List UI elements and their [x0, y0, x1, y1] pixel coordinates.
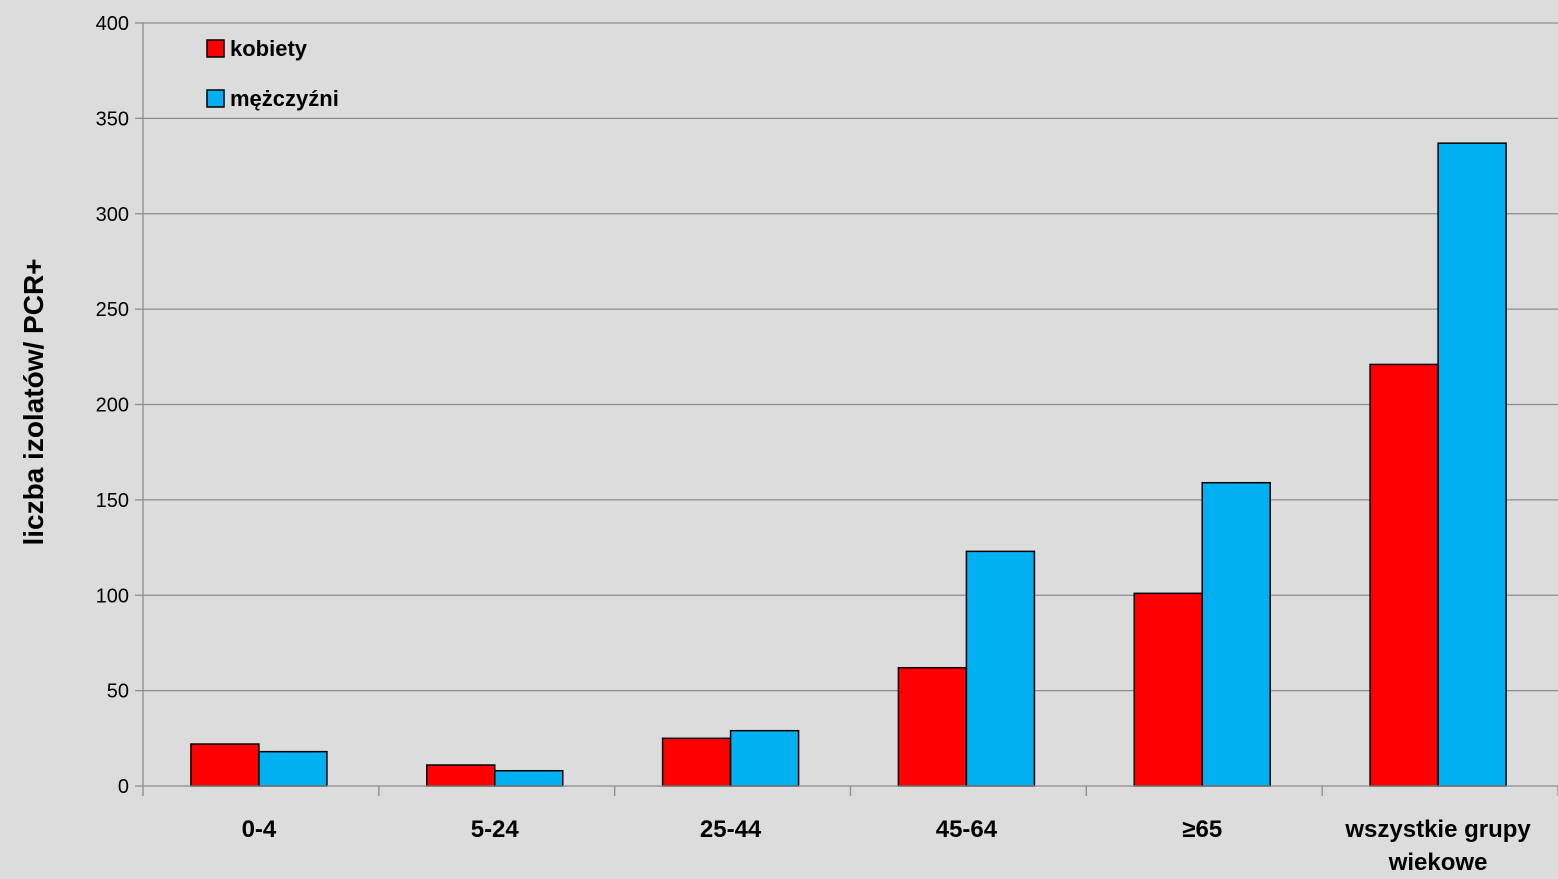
bar-kobiety [1369, 363, 1439, 787]
bars [190, 142, 1507, 787]
bar-kobiety [1133, 592, 1203, 787]
bar-mezczyzni [1437, 142, 1507, 787]
x-category-label: 25-44 [700, 816, 762, 843]
y-tick-label: 250 [96, 299, 129, 321]
bar-kobiety [426, 764, 496, 787]
legend-label: mężczyźni [230, 86, 339, 111]
bar-kobiety [897, 666, 968, 787]
x-category-label: 5-24 [471, 816, 520, 843]
x-category-label: ≥65 [1182, 816, 1222, 843]
y-tick-label: 350 [96, 108, 129, 130]
labels: 0 50 100 150 200 250 300 350 400 0-4 5-24 25-44 45-6… [96, 13, 1532, 876]
y-tick-label: 300 [96, 204, 129, 226]
bar-kobiety [190, 743, 260, 787]
axes [135, 22, 1558, 796]
y-tick-label: 150 [96, 490, 129, 512]
bar-mezczyzni [1201, 481, 1271, 787]
legend-label: kobiety [230, 36, 308, 61]
y-tick-label: 200 [96, 395, 129, 417]
x-category-label: wszystkie grupy wiekowe [1344, 816, 1531, 876]
bar-kobiety [661, 737, 732, 787]
gridlines [143, 22, 1558, 692]
bar-mezczyzni [494, 769, 564, 787]
y-tick-label: 100 [96, 585, 129, 607]
y-axis-title: liczba izolatów/ PCR+ [18, 258, 49, 545]
legend: kobiety mężczyźni [206, 36, 339, 111]
x-category-label: 0-4 [242, 816, 277, 843]
bar-mezczyzni [729, 729, 800, 787]
bar-mezczyzni [258, 750, 328, 787]
y-tick-label: 0 [118, 776, 129, 798]
legend-swatch [206, 39, 225, 58]
x-category-label: 45-64 [936, 816, 998, 843]
y-tick-label: 400 [96, 13, 129, 35]
bar-mezczyzni [965, 550, 1036, 787]
y-tick-label: 50 [107, 681, 129, 703]
legend-swatch [206, 89, 225, 108]
